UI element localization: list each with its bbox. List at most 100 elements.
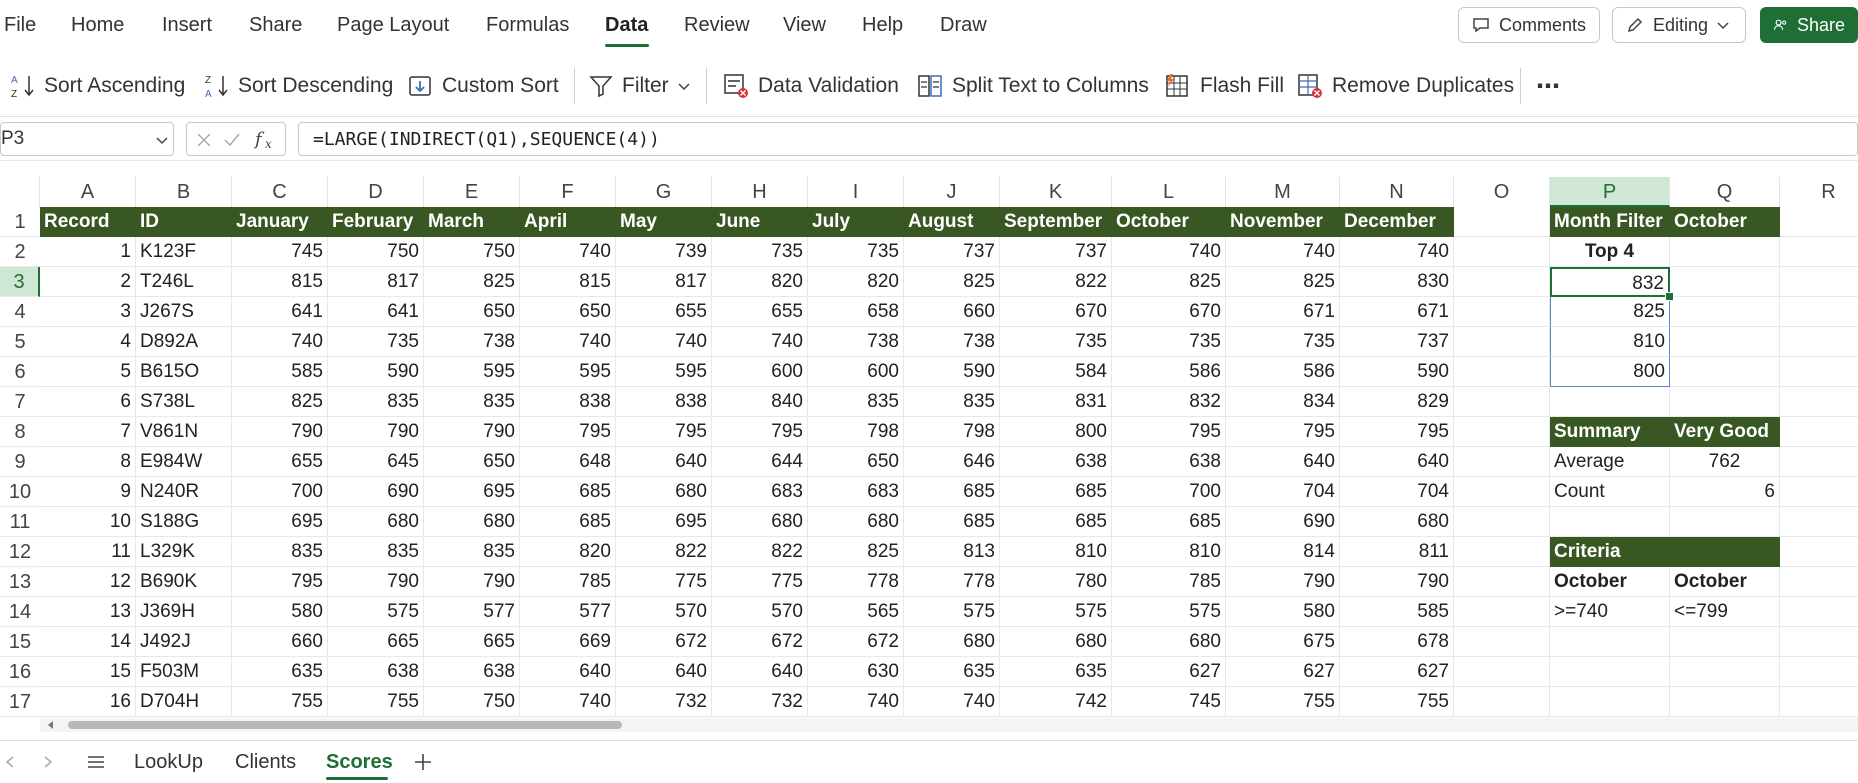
table-cell[interactable]: 740: [232, 327, 328, 357]
table-cell[interactable]: 738: [808, 327, 904, 357]
table-cell[interactable]: 640: [520, 657, 616, 687]
table-cell[interactable]: 683: [808, 477, 904, 507]
table-cell[interactable]: 570: [616, 597, 712, 627]
table-cell[interactable]: 683: [712, 477, 808, 507]
table-cell[interactable]: 822: [1000, 267, 1112, 297]
criteria-label[interactable]: Criteria: [1550, 537, 1670, 567]
column-header-i[interactable]: I: [808, 177, 904, 207]
table-cell[interactable]: 829: [1340, 387, 1454, 417]
add-sheet-icon[interactable]: [413, 752, 433, 772]
table-cell[interactable]: 700: [1112, 477, 1226, 507]
table-cell[interactable]: 813: [904, 537, 1000, 567]
table-cell[interactable]: 838: [520, 387, 616, 417]
table-cell[interactable]: 670: [1112, 297, 1226, 327]
empty-cell[interactable]: [1780, 657, 1858, 687]
empty-cell[interactable]: [1454, 447, 1550, 477]
table-cell[interactable]: 740: [1226, 237, 1340, 267]
horizontal-scrollbar[interactable]: [40, 718, 1858, 732]
empty-cell[interactable]: [1780, 237, 1858, 267]
empty-cell[interactable]: [1780, 357, 1858, 387]
empty-cell[interactable]: [1670, 267, 1780, 297]
table-cell[interactable]: 586: [1226, 357, 1340, 387]
comments-button[interactable]: Comments: [1458, 7, 1600, 43]
table-cell[interactable]: 800: [1000, 417, 1112, 447]
column-header-m[interactable]: M: [1226, 177, 1340, 207]
table-cell[interactable]: T246L: [136, 267, 232, 297]
table-cell[interactable]: E984W: [136, 447, 232, 477]
row-header-13[interactable]: 13: [0, 567, 40, 597]
table-cell[interactable]: 10: [40, 507, 136, 537]
scrollbar-thumb[interactable]: [68, 721, 622, 729]
menu-file[interactable]: File: [4, 14, 37, 36]
table-cell[interactable]: 735: [328, 327, 424, 357]
column-header-j[interactable]: J: [904, 177, 1000, 207]
column-header-d[interactable]: D: [328, 177, 424, 207]
select-all-corner[interactable]: [0, 177, 40, 207]
table-cell[interactable]: 638: [1112, 447, 1226, 477]
table-cell[interactable]: 835: [232, 537, 328, 567]
empty-cell[interactable]: [1454, 297, 1550, 327]
scroll-left-icon[interactable]: [46, 720, 56, 730]
empty-cell[interactable]: [1454, 207, 1550, 237]
table-cell[interactable]: 835: [328, 537, 424, 567]
empty-cell[interactable]: [1780, 267, 1858, 297]
empty-cell[interactable]: [1454, 657, 1550, 687]
table-cell[interactable]: 650: [520, 297, 616, 327]
editing-mode-button[interactable]: Editing: [1612, 7, 1746, 43]
table-cell[interactable]: 658: [808, 297, 904, 327]
table-cell[interactable]: 732: [616, 687, 712, 717]
table-header-cell[interactable]: April: [520, 207, 616, 237]
table-cell[interactable]: 600: [808, 357, 904, 387]
table-cell[interactable]: 685: [904, 507, 1000, 537]
table-cell[interactable]: 825: [424, 267, 520, 297]
table-cell[interactable]: 650: [424, 297, 520, 327]
table-cell[interactable]: K123F: [136, 237, 232, 267]
empty-cell[interactable]: [1780, 567, 1858, 597]
table-cell[interactable]: 665: [424, 627, 520, 657]
average-value[interactable]: 762: [1670, 447, 1780, 477]
empty-cell[interactable]: [1454, 597, 1550, 627]
empty-cell[interactable]: [1780, 417, 1858, 447]
table-header-cell[interactable]: August: [904, 207, 1000, 237]
table-cell[interactable]: D892A: [136, 327, 232, 357]
more-options-button[interactable]: ⋯: [1536, 72, 1560, 100]
table-cell[interactable]: 778: [904, 567, 1000, 597]
table-cell[interactable]: 695: [616, 507, 712, 537]
table-cell[interactable]: 735: [1226, 327, 1340, 357]
table-cell[interactable]: 4: [40, 327, 136, 357]
empty-cell[interactable]: [1454, 237, 1550, 267]
table-cell[interactable]: 2: [40, 267, 136, 297]
row-header-2[interactable]: 2: [0, 237, 40, 267]
table-cell[interactable]: 835: [424, 537, 520, 567]
table-cell[interactable]: B690K: [136, 567, 232, 597]
table-cell[interactable]: 627: [1226, 657, 1340, 687]
table-cell[interactable]: 750: [328, 237, 424, 267]
column-header-r[interactable]: R: [1780, 177, 1858, 207]
table-cell[interactable]: 13: [40, 597, 136, 627]
table-cell[interactable]: 645: [328, 447, 424, 477]
empty-cell[interactable]: [1454, 537, 1550, 567]
average-label[interactable]: Average: [1550, 447, 1670, 477]
menu-home[interactable]: Home: [71, 14, 125, 36]
table-cell[interactable]: 638: [424, 657, 520, 687]
table-cell[interactable]: 835: [328, 387, 424, 417]
table-cell[interactable]: 646: [904, 447, 1000, 477]
table-cell[interactable]: 815: [232, 267, 328, 297]
table-cell[interactable]: 671: [1226, 297, 1340, 327]
data-validation-button[interactable]: Data Validation: [722, 70, 899, 102]
sheet-tab-clients[interactable]: Clients: [235, 751, 297, 773]
table-cell[interactable]: 565: [808, 597, 904, 627]
check-icon[interactable]: [223, 131, 241, 149]
month-filter-value[interactable]: October: [1670, 207, 1780, 237]
menu-data[interactable]: Data: [605, 14, 649, 36]
table-cell[interactable]: 670: [1000, 297, 1112, 327]
table-cell[interactable]: B615O: [136, 357, 232, 387]
table-cell[interactable]: N240R: [136, 477, 232, 507]
table-cell[interactable]: 590: [904, 357, 1000, 387]
table-cell[interactable]: 840: [712, 387, 808, 417]
criteria-header-fill[interactable]: [1670, 537, 1780, 567]
table-cell[interactable]: 685: [520, 477, 616, 507]
table-cell[interactable]: 735: [1112, 327, 1226, 357]
table-cell[interactable]: 685: [904, 477, 1000, 507]
filter-button[interactable]: Filter: [588, 70, 691, 102]
